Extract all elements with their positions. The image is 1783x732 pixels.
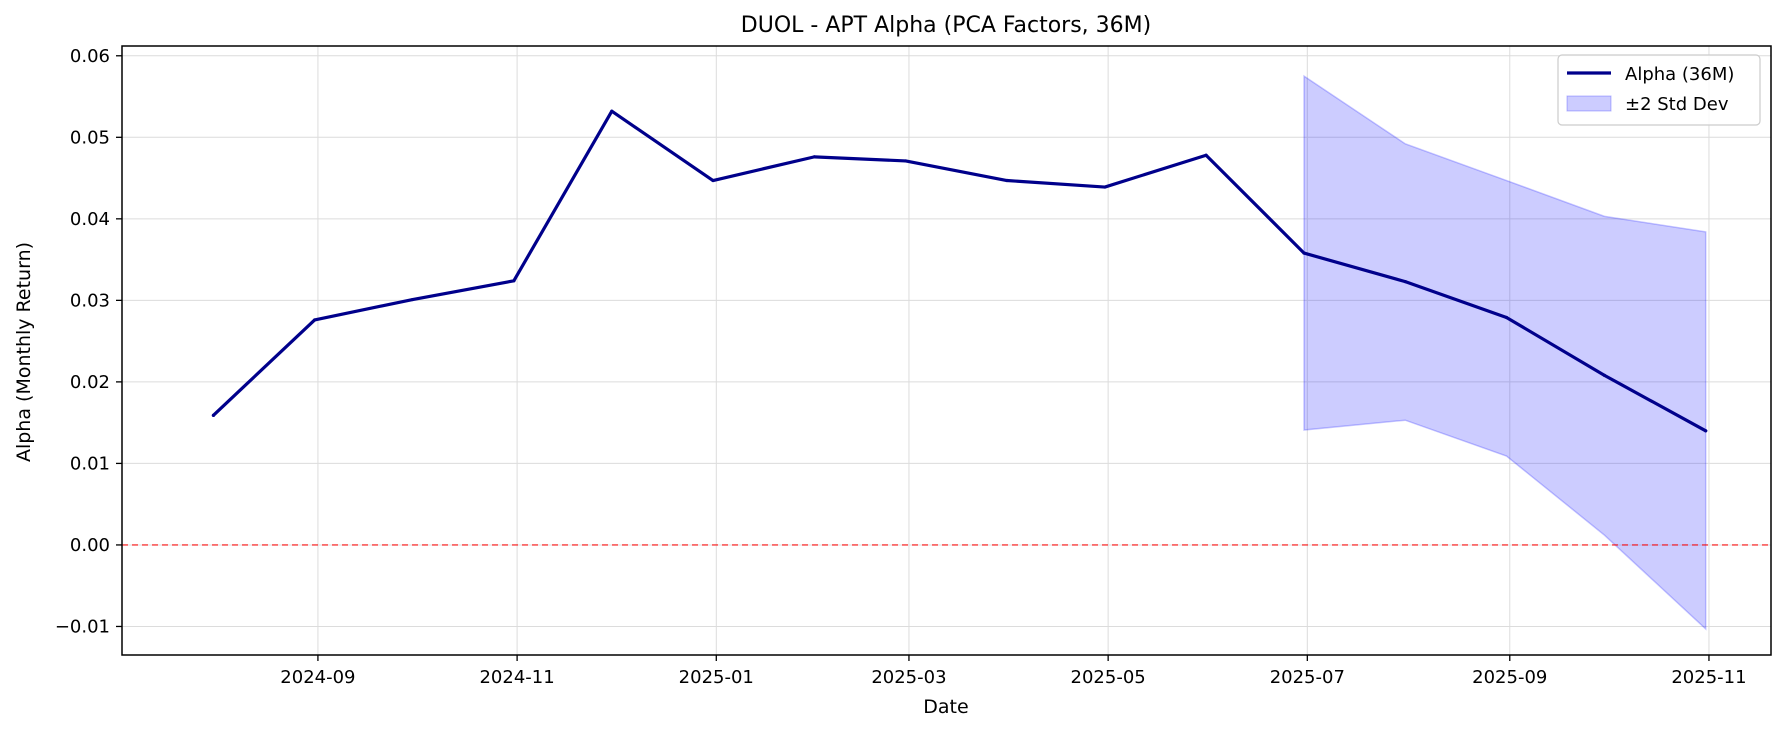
x-tick-label: 2025-11: [1671, 667, 1746, 688]
alpha-data-point: [1204, 153, 1208, 157]
x-axis-ticks: 2024-09 2024-11 2025-01 2025-03 2025-05 2025-…: [280, 655, 1747, 688]
alpha-data-point: [1704, 429, 1708, 433]
x-tick-label: 2025-05: [1071, 667, 1146, 688]
legend-swatch-band: [1566, 95, 1612, 112]
x-tick-label: 2025-07: [1270, 667, 1345, 688]
legend: Alpha (36M) ±2 Std Dev: [1557, 54, 1761, 126]
series-layer: [211, 109, 1708, 433]
alpha-data-point: [1602, 373, 1607, 377]
x-tick-label: 2025-01: [679, 667, 754, 688]
y-tick-label: −0.01: [55, 616, 110, 637]
y-tick-label: 0.00: [70, 535, 110, 556]
alpha-series-line: [211, 109, 1708, 433]
alpha-data-point: [512, 279, 516, 283]
plot-frame: [121, 45, 1772, 656]
x-tick-label: 2025-03: [871, 667, 946, 688]
alpha-data-point: [313, 318, 317, 322]
y-tick-label: 0.05: [70, 127, 110, 148]
std-dev-band-layer: [1303, 74, 1707, 631]
x-tick-label: 2025-09: [1472, 667, 1547, 688]
alpha-data-point: [1103, 185, 1107, 189]
legend-label-band: ±2 Std Dev: [1625, 94, 1729, 115]
alpha-data-point: [711, 178, 715, 183]
legend-label-alpha: Alpha (36M): [1625, 64, 1734, 85]
x-tick-label: 2024-09: [280, 667, 355, 688]
x-tick-label: 2024-11: [479, 667, 554, 688]
y-axis-ticks: −0.01 0.00 0.01 0.02 0.03 0.04 0.05 0.06: [55, 46, 122, 637]
y-tick-label: 0.02: [70, 372, 110, 393]
alpha-data-point: [1403, 280, 1407, 284]
x-axis-label: Date: [923, 696, 968, 718]
alpha-data-point: [812, 155, 816, 159]
alpha-data-point: [610, 109, 614, 113]
alpha-data-point: [211, 413, 216, 417]
alpha-data-point: [1005, 178, 1009, 183]
y-tick-label: 0.06: [70, 46, 110, 67]
y-tick-label: 0.03: [70, 290, 110, 311]
y-tick-label: 0.01: [70, 453, 110, 474]
std-dev-band: [1303, 74, 1707, 631]
alpha-data-point: [1504, 315, 1509, 320]
alpha-data-point: [1302, 251, 1306, 255]
chart-title: DUOL - APT Alpha (PCA Factors, 36M): [741, 13, 1151, 38]
y-tick-label: 0.04: [70, 209, 110, 230]
alpha-data-point: [904, 159, 908, 163]
alpha-data-point: [411, 297, 415, 302]
y-axis-label: Alpha (Monthly Return): [13, 242, 35, 462]
